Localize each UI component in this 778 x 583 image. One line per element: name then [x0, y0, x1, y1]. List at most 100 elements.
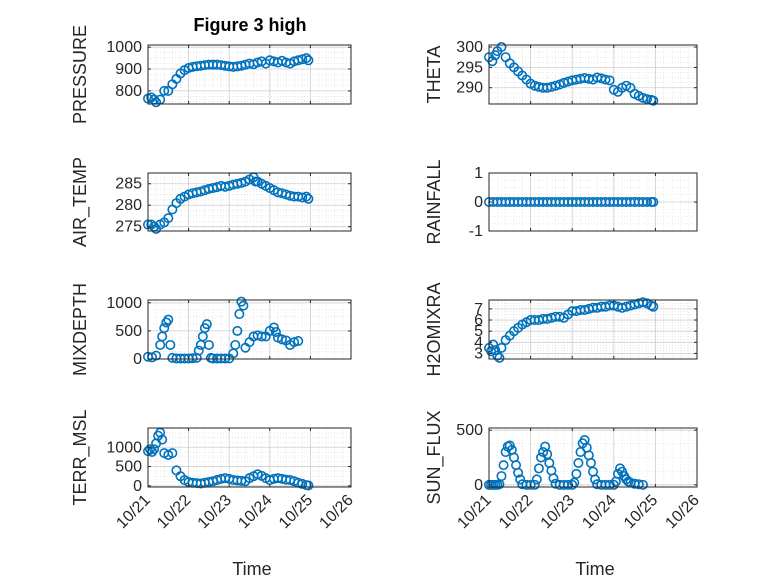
y-tick-label: 1	[474, 165, 483, 182]
data-point	[642, 197, 653, 208]
data-point	[642, 94, 653, 105]
y-tick-label: 4	[474, 334, 483, 351]
y-tick-label: 0	[474, 194, 483, 211]
y-tick-label: 6	[474, 312, 483, 329]
data-point	[637, 479, 648, 490]
y-axis-label: H2OMIXRA	[424, 282, 444, 376]
data-point	[270, 327, 281, 338]
x-axis-label-left: Time	[232, 559, 271, 579]
data-point	[201, 319, 212, 330]
data-point	[230, 339, 241, 350]
y-axis-label: THETA	[424, 46, 444, 104]
y-tick-label: 3	[474, 345, 483, 362]
data-point	[161, 317, 172, 328]
data-point	[276, 334, 287, 345]
axes-frame	[147, 299, 352, 360]
y-tick-label: 900	[115, 61, 142, 78]
y-tick-label: 500	[456, 422, 483, 439]
data-point	[498, 460, 509, 471]
data-point	[203, 339, 214, 350]
y-tick-label: -1	[469, 223, 483, 240]
data-point	[159, 323, 170, 334]
y-tick-label: 280	[115, 197, 142, 214]
y-axis-label: AIR_TEMP	[70, 157, 91, 247]
data-point	[167, 448, 178, 459]
data-point	[548, 473, 559, 484]
x-axis-label-right: Time	[575, 559, 614, 579]
axes-frame	[147, 427, 352, 488]
y-tick-label: 500	[115, 459, 142, 476]
data-point	[157, 434, 168, 445]
y-tick-label: 300	[456, 39, 483, 56]
y-tick-label: 0	[133, 351, 142, 368]
subplot-air_temp: 275 280 285 AIR_TEMP	[70, 157, 352, 247]
data-point	[648, 95, 659, 106]
data-point	[515, 474, 526, 485]
y-tick-label: 7	[474, 301, 483, 318]
y-tick-label: 295	[456, 59, 483, 76]
data-point	[159, 85, 170, 96]
y-tick-label: 275	[115, 219, 142, 236]
data-point	[633, 479, 644, 490]
y-tick-label: 1000	[106, 439, 142, 456]
y-tick-label: 0	[133, 478, 142, 495]
data-point	[567, 479, 578, 490]
data-point	[238, 300, 249, 311]
data-point	[163, 314, 174, 325]
y-tick-label: 0	[474, 477, 483, 494]
data-point	[301, 191, 312, 202]
subplot-mixdepth: 0 500 1000 MIXDEPTH	[70, 283, 352, 376]
axes-frame	[147, 44, 352, 105]
data-point	[145, 444, 156, 455]
data-point	[648, 197, 659, 208]
y-axis-label: MIXDEPTH	[70, 283, 90, 376]
axes-frame	[488, 44, 698, 105]
plot-area	[489, 45, 697, 104]
y-axis-label: PRESSURE	[70, 25, 90, 124]
data-point	[151, 350, 162, 361]
y-tick-label: 1000	[106, 295, 142, 312]
data-point	[293, 336, 304, 347]
data-point	[297, 192, 308, 203]
data-point	[637, 297, 648, 308]
data-point	[492, 350, 503, 361]
axes-frame	[488, 427, 698, 488]
y-tick-label: 1000	[106, 39, 142, 56]
y-tick-label: 5	[474, 323, 483, 340]
data-point	[165, 339, 176, 350]
data-point	[303, 480, 314, 491]
data-point	[604, 75, 615, 86]
subplot-rainfall: -1 0 1 RAINFALL	[424, 159, 698, 245]
data-point	[533, 463, 544, 474]
y-tick-label: 285	[115, 176, 142, 193]
data-point	[571, 468, 582, 479]
data-point	[550, 80, 561, 91]
data-point	[513, 467, 524, 478]
figure-title: Figure 3 high	[193, 15, 306, 35]
data-point	[531, 474, 542, 485]
data-point	[303, 55, 314, 66]
y-axis-label: TERR_MSL	[70, 409, 91, 505]
y-axis-label: RAINFALL	[424, 159, 444, 244]
data-point	[256, 331, 267, 342]
data-point	[590, 474, 601, 485]
axes-frame	[147, 172, 352, 232]
data-point	[163, 213, 174, 224]
data-point	[297, 54, 308, 65]
y-tick-label: 500	[115, 323, 142, 340]
data-point	[600, 74, 611, 85]
data-point	[289, 337, 300, 348]
data-point	[234, 309, 245, 320]
data-point	[193, 345, 204, 356]
data-point	[496, 471, 507, 482]
y-axis-label: SUN_FLUX	[424, 410, 445, 504]
data-point	[232, 325, 243, 336]
data-point	[648, 301, 659, 312]
data-point	[496, 42, 507, 53]
y-tick-label: 290	[456, 80, 483, 97]
data-point	[494, 352, 505, 363]
data-point	[303, 193, 314, 204]
data-point	[487, 56, 498, 67]
data-point	[490, 345, 501, 356]
